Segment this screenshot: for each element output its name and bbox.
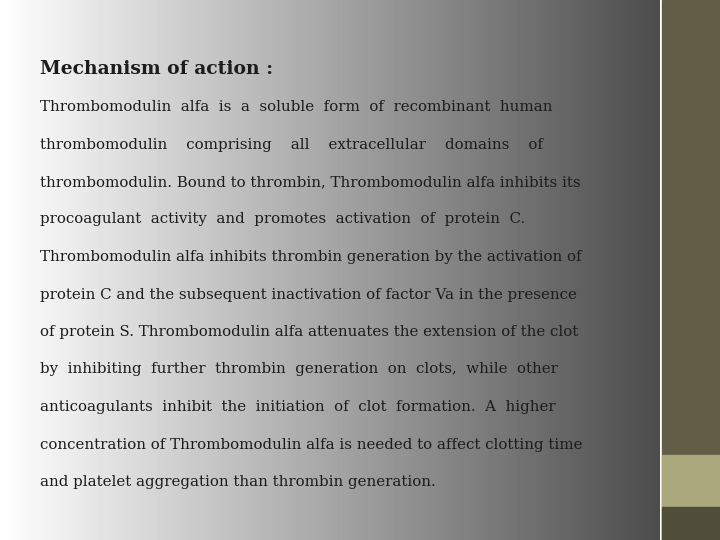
Bar: [662, 0, 720, 540]
Bar: [662, 455, 720, 507]
Text: thrombomodulin    comprising    all    extracellular    domains    of: thrombomodulin comprising all extracellu…: [40, 138, 543, 152]
Text: by  inhibiting  further  thrombin  generation  on  clots,  while  other: by inhibiting further thrombin generatio…: [40, 362, 558, 376]
Text: of protein S. Thrombomodulin alfa attenuates the extension of the clot: of protein S. Thrombomodulin alfa attenu…: [40, 325, 578, 339]
Text: anticoagulants  inhibit  the  initiation  of  clot  formation.  A  higher: anticoagulants inhibit the initiation of…: [40, 400, 556, 414]
Text: Thrombomodulin  alfa  is  a  soluble  form  of  recombinant  human: Thrombomodulin alfa is a soluble form of…: [40, 100, 552, 114]
Text: Mechanism of action :: Mechanism of action :: [40, 60, 273, 78]
Text: procoagulant  activity  and  promotes  activation  of  protein  C.: procoagulant activity and promotes activ…: [40, 213, 526, 226]
Bar: [662, 507, 720, 540]
Text: and platelet aggregation than thrombin generation.: and platelet aggregation than thrombin g…: [40, 475, 436, 489]
Text: concentration of Thrombomodulin alfa is needed to affect clotting time: concentration of Thrombomodulin alfa is …: [40, 437, 582, 451]
Text: Thrombomodulin alfa inhibits thrombin generation by the activation of: Thrombomodulin alfa inhibits thrombin ge…: [40, 250, 582, 264]
Text: protein C and the subsequent inactivation of factor Va in the presence: protein C and the subsequent inactivatio…: [40, 287, 577, 301]
Text: thrombomodulin. Bound to thrombin, Thrombomodulin alfa inhibits its: thrombomodulin. Bound to thrombin, Throm…: [40, 175, 580, 189]
